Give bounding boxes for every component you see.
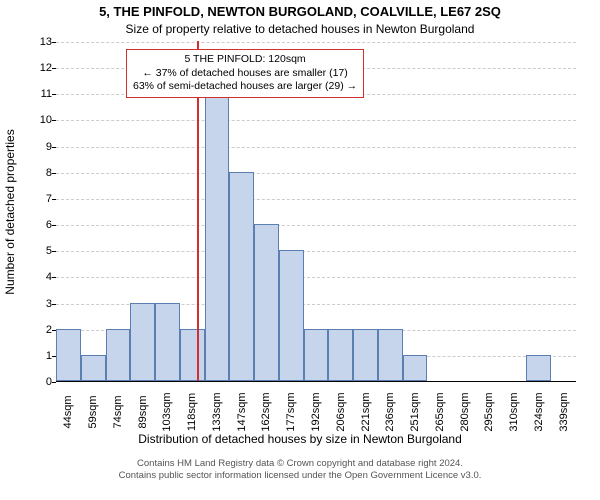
x-tick-label: 295sqm bbox=[483, 392, 495, 431]
x-tick-label: 103sqm bbox=[161, 392, 173, 431]
histogram-bar bbox=[81, 355, 106, 381]
histogram-bar bbox=[205, 93, 230, 381]
y-tick-label: 9 bbox=[12, 141, 52, 153]
histogram-bar bbox=[526, 355, 551, 381]
x-axis-title: Distribution of detached houses by size … bbox=[0, 432, 600, 446]
gridline bbox=[56, 199, 576, 200]
x-tick-label: 339sqm bbox=[558, 392, 570, 431]
histogram-bar bbox=[254, 224, 279, 381]
gridline bbox=[56, 42, 576, 43]
annotation-box: 5 THE PINFOLD: 120sqm ← 37% of detached … bbox=[126, 49, 364, 98]
histogram-bar bbox=[130, 303, 155, 381]
y-tick-label: 3 bbox=[12, 298, 52, 310]
y-tick-mark bbox=[52, 277, 56, 278]
x-tick-label: 324sqm bbox=[533, 392, 545, 431]
histogram-bar bbox=[180, 329, 205, 381]
credit-line1: Contains HM Land Registry data © Crown c… bbox=[0, 458, 600, 470]
y-tick-mark bbox=[52, 147, 56, 148]
y-tick-label: 13 bbox=[12, 36, 52, 48]
histogram-bar bbox=[353, 329, 378, 381]
gridline bbox=[56, 120, 576, 121]
y-tick-mark bbox=[52, 382, 56, 383]
y-tick-label: 12 bbox=[12, 62, 52, 74]
x-tick-label: 251sqm bbox=[409, 392, 421, 431]
y-tick-mark bbox=[52, 251, 56, 252]
x-tick-label: 236sqm bbox=[384, 392, 396, 431]
y-tick-mark bbox=[52, 42, 56, 43]
x-tick-label: 192sqm bbox=[310, 392, 322, 431]
histogram-bar bbox=[155, 303, 180, 381]
x-tick-label: 133sqm bbox=[211, 392, 223, 431]
y-tick-mark bbox=[52, 225, 56, 226]
histogram-bar bbox=[279, 250, 304, 381]
y-tick-label: 4 bbox=[12, 271, 52, 283]
x-tick-label: 74sqm bbox=[112, 395, 124, 428]
x-tick-label: 221sqm bbox=[360, 392, 372, 431]
y-axis-label: Number of detached properties bbox=[3, 129, 17, 294]
annotation-line3: 63% of semi-detached houses are larger (… bbox=[133, 80, 357, 94]
x-tick-label: 59sqm bbox=[87, 395, 99, 428]
histogram-bar bbox=[403, 355, 428, 381]
gridline bbox=[56, 147, 576, 148]
chart-container: 5, THE PINFOLD, NEWTON BURGOLAND, COALVI… bbox=[0, 0, 600, 500]
y-tick-mark bbox=[52, 173, 56, 174]
y-tick-mark bbox=[52, 94, 56, 95]
y-tick-label: 1 bbox=[12, 350, 52, 362]
y-tick-label: 8 bbox=[12, 167, 52, 179]
y-tick-mark bbox=[52, 199, 56, 200]
y-tick-label: 2 bbox=[12, 324, 52, 336]
y-tick-mark bbox=[52, 330, 56, 331]
y-tick-label: 10 bbox=[12, 114, 52, 126]
x-tick-label: 89sqm bbox=[137, 395, 149, 428]
histogram-bar bbox=[304, 329, 329, 381]
chart-title-sub: Size of property relative to detached ho… bbox=[0, 22, 600, 36]
gridline bbox=[56, 251, 576, 252]
x-tick-label: 206sqm bbox=[335, 392, 347, 431]
x-tick-label: 310sqm bbox=[508, 392, 520, 431]
y-tick-label: 6 bbox=[12, 219, 52, 231]
y-tick-mark bbox=[52, 356, 56, 357]
x-tick-label: 280sqm bbox=[459, 392, 471, 431]
y-tick-mark bbox=[52, 120, 56, 121]
credit-block: Contains HM Land Registry data © Crown c… bbox=[0, 458, 600, 482]
y-tick-mark bbox=[52, 68, 56, 69]
gridline bbox=[56, 173, 576, 174]
x-tick-label: 162sqm bbox=[260, 392, 272, 431]
x-tick-label: 147sqm bbox=[236, 392, 248, 431]
annotation-line2: ← 37% of detached houses are smaller (17… bbox=[133, 67, 357, 81]
gridline bbox=[56, 225, 576, 226]
y-tick-label: 5 bbox=[12, 245, 52, 257]
x-tick-label: 265sqm bbox=[434, 392, 446, 431]
annotation-line1: 5 THE PINFOLD: 120sqm bbox=[133, 53, 357, 67]
credit-line2: Contains public sector information licen… bbox=[0, 470, 600, 482]
histogram-bar bbox=[106, 329, 131, 381]
y-tick-label: 0 bbox=[12, 376, 52, 388]
chart-title-main: 5, THE PINFOLD, NEWTON BURGOLAND, COALVI… bbox=[0, 4, 600, 19]
histogram-bar bbox=[229, 172, 254, 381]
y-tick-label: 11 bbox=[12, 88, 52, 100]
x-tick-label: 118sqm bbox=[186, 393, 198, 431]
histogram-bar bbox=[378, 329, 403, 381]
gridline bbox=[56, 277, 576, 278]
x-tick-label: 44sqm bbox=[62, 395, 74, 428]
histogram-bar bbox=[328, 329, 353, 381]
plot-area: 5 THE PINFOLD: 120sqm ← 37% of detached … bbox=[56, 42, 576, 382]
histogram-bar bbox=[56, 329, 81, 381]
y-tick-mark bbox=[52, 304, 56, 305]
y-tick-label: 7 bbox=[12, 193, 52, 205]
x-tick-label: 177sqm bbox=[285, 392, 297, 431]
